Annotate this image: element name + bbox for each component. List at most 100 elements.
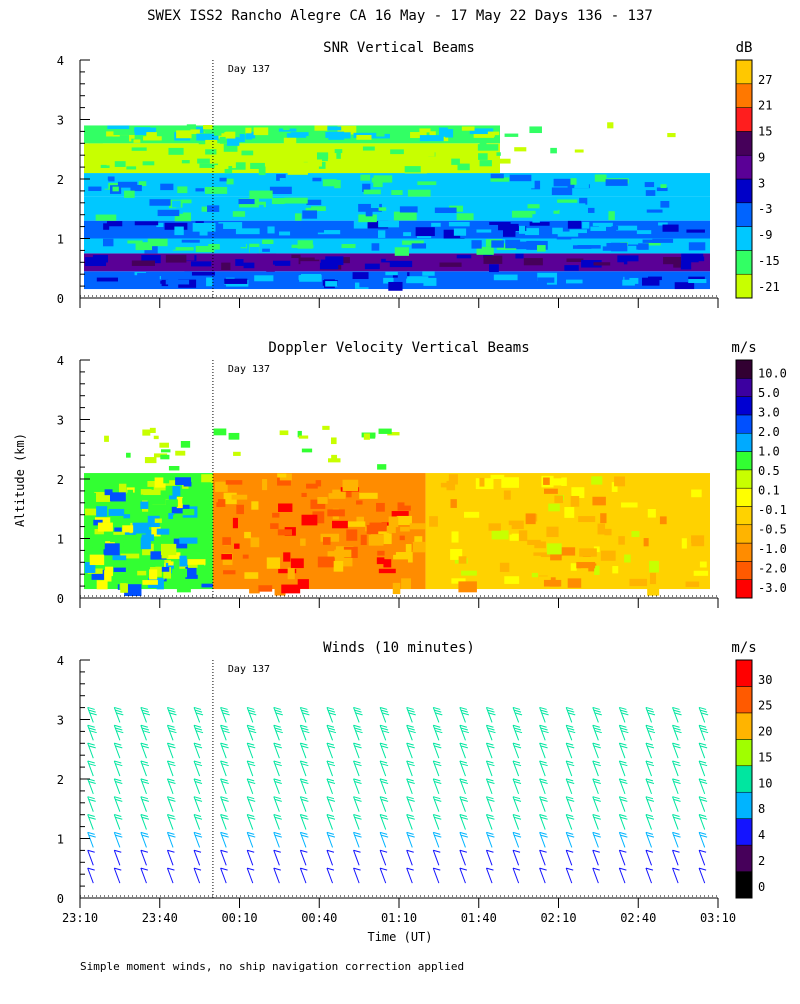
velocity-cell bbox=[624, 523, 640, 534]
snr-cell bbox=[286, 133, 307, 138]
snr-cell bbox=[693, 176, 707, 186]
velocity-cell bbox=[527, 539, 541, 546]
x-tick-label: 23:10 bbox=[62, 911, 98, 925]
wind-barb-feather bbox=[221, 816, 229, 820]
colorbar-swatch bbox=[735, 506, 753, 526]
snr-cell bbox=[595, 197, 612, 205]
snr-cell bbox=[671, 221, 694, 231]
velocity-cell bbox=[142, 543, 154, 556]
velocity-cell bbox=[277, 529, 292, 536]
snr-cell bbox=[262, 246, 270, 252]
wind-barb-feather bbox=[672, 760, 680, 764]
velocity-cell bbox=[312, 511, 325, 524]
wind-barb-feather bbox=[540, 727, 548, 731]
snr-cell bbox=[431, 222, 441, 227]
wind-barb-feather bbox=[647, 730, 656, 734]
wind-barb-feather bbox=[220, 742, 228, 746]
wind-barb bbox=[432, 796, 440, 812]
velocity-cell bbox=[649, 560, 659, 573]
wind-barb bbox=[353, 742, 360, 759]
wind-barb-feather bbox=[167, 831, 175, 835]
velocity-cell bbox=[301, 448, 313, 453]
wind-barb bbox=[87, 796, 94, 812]
wind-barb-feather bbox=[379, 778, 388, 782]
wind-barb-feather bbox=[566, 724, 574, 728]
wind-barb bbox=[166, 867, 174, 884]
snr-cell bbox=[131, 147, 147, 151]
wind-barb-feather bbox=[433, 849, 441, 853]
wind-barb-feather bbox=[167, 760, 175, 764]
wind-barb bbox=[299, 867, 307, 884]
wind-barb bbox=[246, 850, 254, 866]
wind-barb bbox=[273, 760, 280, 777]
snr-cell bbox=[423, 277, 437, 286]
wind-barb-feather bbox=[140, 760, 148, 764]
velocity-cell bbox=[359, 492, 378, 499]
wind-barb-feather bbox=[434, 781, 442, 785]
velocity-cell bbox=[250, 485, 259, 496]
snr-cell bbox=[688, 279, 707, 284]
snr-cell bbox=[402, 240, 424, 245]
wind-barb-feather bbox=[326, 796, 335, 800]
snr-cell bbox=[291, 244, 314, 248]
wind-barb bbox=[379, 867, 387, 884]
snr-cell bbox=[119, 135, 130, 143]
velocity-cell bbox=[377, 464, 387, 470]
wind-barb-feather bbox=[326, 706, 335, 710]
velocity-cell bbox=[278, 503, 293, 512]
velocity-cell bbox=[400, 526, 410, 532]
snr-cell bbox=[479, 140, 487, 146]
wind-barb-feather bbox=[301, 781, 309, 785]
wind-barb bbox=[485, 760, 493, 777]
snr-cell bbox=[328, 145, 346, 150]
wind-barb bbox=[539, 867, 546, 884]
wind-barb-feather bbox=[301, 709, 309, 713]
wind-barb-feather bbox=[87, 849, 95, 853]
wind-barb-feather bbox=[700, 730, 709, 734]
velocity-cell bbox=[570, 495, 580, 507]
snr-cell bbox=[642, 277, 660, 286]
wind-barb-feather bbox=[274, 816, 282, 820]
snr-cell bbox=[622, 279, 635, 286]
snr-cell bbox=[638, 243, 649, 250]
velocity-cell bbox=[236, 504, 245, 515]
wind-barb bbox=[618, 725, 626, 741]
velocity-cell bbox=[378, 568, 396, 574]
wind-barb-feather bbox=[513, 727, 522, 731]
wind-barb bbox=[432, 832, 440, 848]
velocity-cell bbox=[97, 522, 113, 532]
wind-barb-feather bbox=[326, 867, 335, 871]
snr-cell bbox=[202, 125, 213, 130]
y-tick-label: 3 bbox=[57, 114, 64, 128]
wind-barb-feather bbox=[461, 712, 470, 716]
wind-barb-feather bbox=[140, 742, 148, 746]
wind-barb-feather bbox=[355, 712, 363, 716]
wind-barb-feather bbox=[406, 867, 414, 871]
wind-barb bbox=[698, 760, 706, 777]
wind-barb-feather bbox=[672, 796, 680, 800]
snr-cell bbox=[370, 203, 380, 209]
wind-barb bbox=[512, 814, 520, 830]
wind-barb-feather bbox=[488, 730, 496, 734]
wind-barb-feather bbox=[645, 742, 654, 746]
snr-cell bbox=[526, 240, 541, 250]
wind-barb-feather bbox=[275, 730, 283, 734]
velocity-cell bbox=[301, 492, 307, 497]
wind-barb-feather bbox=[433, 814, 441, 818]
wind-barb bbox=[406, 796, 413, 812]
velocity-cell bbox=[244, 572, 259, 579]
snr-cell bbox=[226, 162, 246, 170]
wind-barb bbox=[485, 867, 493, 884]
wind-barb bbox=[246, 778, 254, 795]
wind-barb-feather bbox=[698, 867, 707, 871]
wind-barb-feather bbox=[327, 745, 336, 749]
panel-data bbox=[84, 122, 710, 291]
colorbar-swatch bbox=[735, 818, 753, 846]
wind-barb-feather bbox=[593, 763, 601, 767]
wind-barb-feather bbox=[194, 763, 203, 767]
snr-cell bbox=[397, 271, 408, 279]
wind-barb bbox=[246, 814, 254, 830]
wind-barb-feather bbox=[592, 742, 600, 746]
wind-barb-feather bbox=[379, 814, 388, 818]
